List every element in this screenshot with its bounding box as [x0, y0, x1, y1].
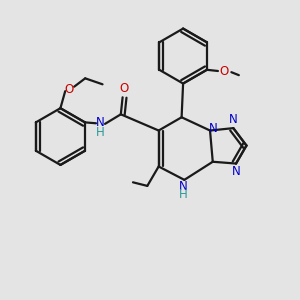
Text: N: N [232, 165, 240, 178]
Text: H: H [96, 126, 105, 139]
Text: O: O [64, 83, 74, 96]
Text: O: O [120, 82, 129, 95]
Text: N: N [209, 122, 218, 135]
Text: N: N [96, 116, 105, 129]
Text: O: O [220, 65, 229, 78]
Text: N: N [229, 113, 238, 126]
Text: N: N [178, 180, 187, 193]
Text: H: H [178, 188, 187, 201]
